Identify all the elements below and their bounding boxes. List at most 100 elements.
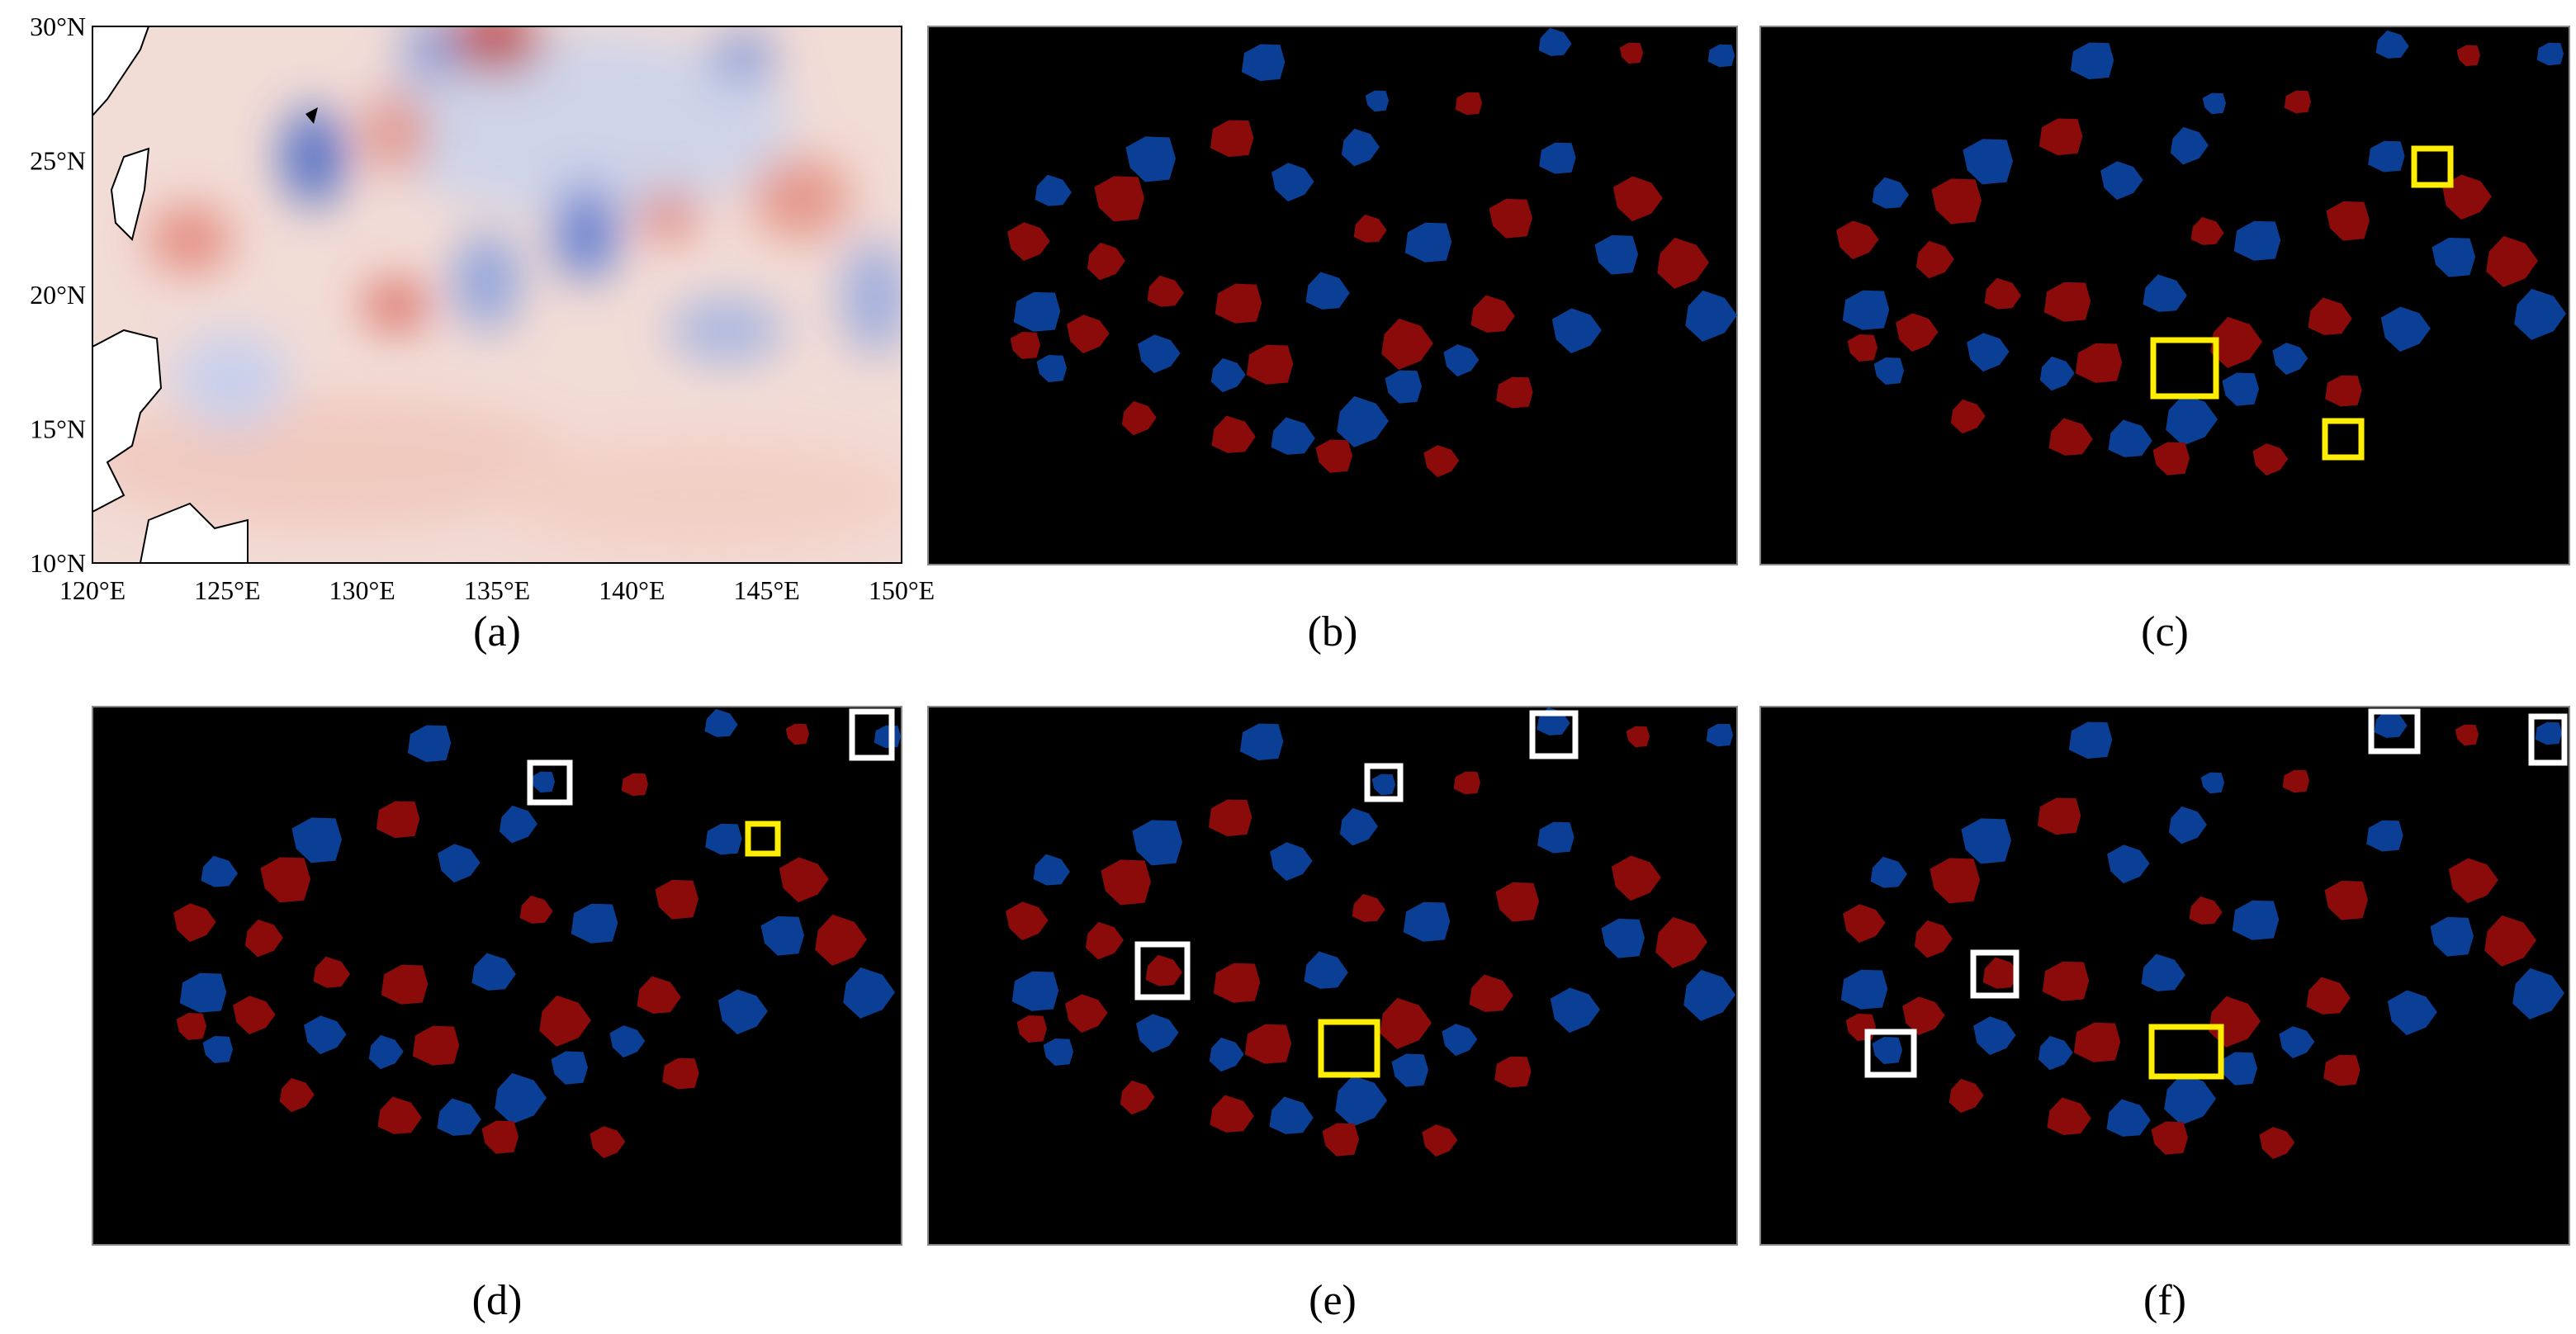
eddy: [2143, 274, 2187, 312]
eddy: [1385, 370, 1422, 404]
eddy: [1033, 854, 1070, 886]
eddy: [609, 1025, 646, 1058]
eddy: [779, 857, 829, 903]
eddy: [2068, 721, 2113, 759]
eddy: [381, 964, 429, 1005]
eddy: [1337, 395, 1389, 447]
eddy: [2448, 858, 2498, 904]
eddy: [2170, 126, 2209, 165]
eddy: [2326, 201, 2370, 241]
eddy: [1138, 334, 1181, 374]
eddy: [1489, 198, 1532, 239]
eddy: [2151, 1121, 2188, 1155]
eddy: [1442, 1024, 1478, 1057]
eddy: [1371, 773, 1395, 796]
eddy: [438, 844, 481, 883]
eddy: [1840, 969, 1888, 1010]
eddy: [2535, 721, 2562, 745]
lon-label: 130°E: [329, 575, 395, 605]
eddy: [1010, 332, 1040, 359]
eddy: [377, 1096, 422, 1134]
eddy: [1094, 176, 1144, 222]
eddy: [1594, 234, 1638, 275]
eddy: [1896, 313, 1939, 352]
eddy: [368, 1034, 404, 1070]
eddy: [1269, 1096, 1314, 1134]
highlight-box: [1529, 710, 1579, 759]
eddy: [1422, 1124, 1458, 1157]
eddy: [2106, 1099, 2151, 1137]
eddy: [1013, 291, 1061, 332]
eddy: [539, 995, 591, 1047]
eddy: [1210, 357, 1246, 393]
eddy: [2455, 724, 2479, 746]
eddy: [1443, 344, 1480, 377]
panel-label: (f): [2143, 1277, 2186, 1324]
highlight-box: [1970, 949, 2020, 999]
eddy: [2189, 896, 2223, 925]
eddy: [1315, 439, 1352, 473]
panel-label: (a): [473, 608, 521, 655]
eddy: [2164, 1073, 2216, 1125]
eddy: [1241, 44, 1286, 82]
eddy: [2070, 42, 2114, 80]
eddy: [1470, 295, 1515, 333]
eddy: [1381, 318, 1433, 370]
eddy: [2232, 900, 2280, 940]
eddy: [437, 1098, 481, 1136]
eddy: [2325, 375, 2362, 407]
eddy: [1973, 1016, 2016, 1056]
eddy: [2282, 769, 2309, 793]
highlight-box: [527, 759, 573, 806]
eddy: [260, 857, 310, 903]
eddy: [2441, 174, 2492, 220]
eddy: [1984, 277, 2021, 310]
eddy: [2210, 316, 2262, 368]
panel-a-map: [92, 26, 902, 563]
eddy: [2039, 118, 2083, 156]
lat-label: 20°N: [30, 280, 86, 310]
eddy: [291, 817, 342, 863]
eddy: [1657, 237, 1709, 289]
eddy: [2152, 442, 2190, 475]
eddy: [1469, 974, 1513, 1012]
eddy: [304, 1015, 347, 1055]
highlight-box: [1134, 941, 1191, 1000]
eddy: [495, 1072, 547, 1124]
eddy: [1494, 1056, 1532, 1088]
eddy: [2047, 1097, 2091, 1135]
eddy: [2484, 915, 2536, 967]
eddy: [2043, 281, 2091, 322]
eddy: [2200, 772, 2224, 794]
eddy: [1341, 128, 1380, 167]
eddy: [2073, 1022, 2121, 1062]
eddy: [571, 903, 618, 944]
eddy: [1007, 222, 1050, 262]
eddy: [637, 976, 681, 1014]
eddy: [313, 956, 350, 988]
eddy: [1931, 178, 1982, 225]
eddy: [1322, 1123, 1359, 1157]
eddy: [1455, 92, 1482, 116]
eddy: [2190, 216, 2224, 245]
eddy: [1145, 954, 1182, 986]
eddy: [704, 708, 738, 737]
eddy: [590, 1126, 626, 1159]
highlight-box: [2150, 337, 2219, 400]
eddy: [2166, 394, 2218, 446]
panel-label: (d): [472, 1277, 523, 1324]
eddy: [499, 805, 537, 844]
eddy: [1210, 1095, 1254, 1133]
eddy: [1685, 290, 1737, 342]
eddy: [1963, 139, 2013, 185]
highlight-box: [1364, 763, 1404, 802]
eddy: [662, 1057, 699, 1090]
eddy: [1537, 821, 1574, 854]
eddy: [1067, 315, 1110, 354]
eddy: [1213, 963, 1261, 1003]
eddy: [1209, 1037, 1244, 1072]
eddy: [2368, 140, 2405, 173]
eddy: [2279, 1026, 2315, 1059]
eddy: [2202, 92, 2226, 115]
eddy: [2272, 343, 2308, 376]
